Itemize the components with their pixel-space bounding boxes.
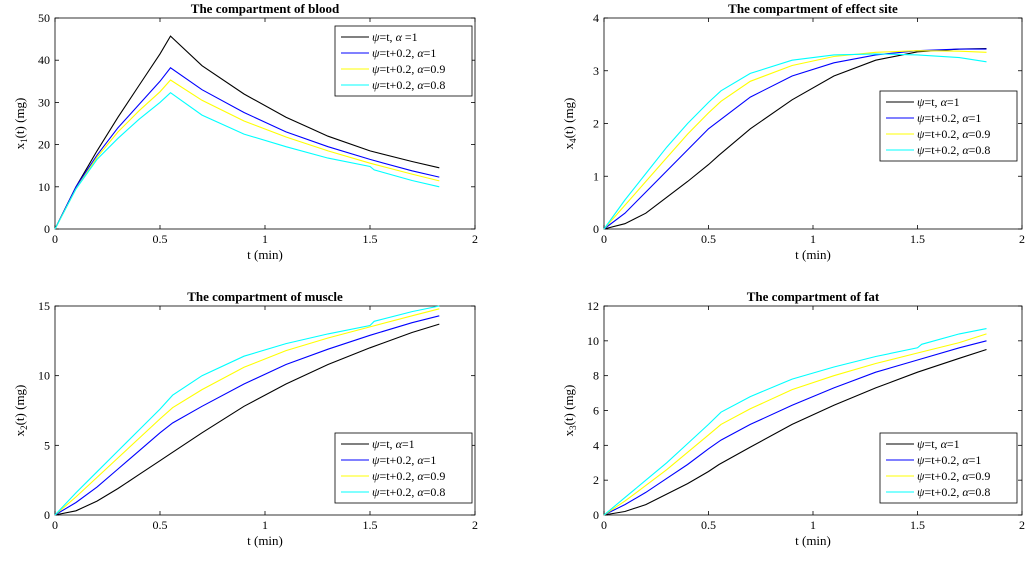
chart-title: The compartment of fat: [747, 289, 880, 304]
x-tick-label: 0.5: [153, 232, 168, 246]
y-tick-label: 4: [593, 438, 599, 452]
legend-label: ψ=t+0.2, α=1: [917, 453, 981, 467]
legend-label: ψ=t, α=1: [372, 437, 415, 451]
series-line-3: [54, 308, 440, 516]
x-tick-label: 1.5: [910, 232, 925, 246]
y-axis-label: x2(t) (mg): [12, 385, 29, 437]
y-tick-label: 4: [593, 11, 599, 25]
y-tick-label: 0: [44, 508, 50, 522]
series-line-1: [603, 48, 987, 230]
chart-panel-4: The compartment of fat 0 0.5 1 1.5 2 0 2 4 6 8 10 12…: [561, 289, 1025, 548]
y-tick-label: 2: [593, 117, 599, 131]
series-line-2: [603, 340, 987, 516]
legend-label: ψ=t+0.2, α=0.9: [372, 469, 445, 483]
x-tick-label: 1: [810, 518, 816, 532]
y-tick-label: 6: [593, 404, 599, 418]
x-tick-label: 0: [52, 232, 58, 246]
series-line-3: [603, 50, 987, 230]
x-tick-label: 1.5: [363, 518, 378, 532]
legend-box: [334, 25, 473, 97]
y-tick-label: 12: [587, 299, 599, 313]
legend-box: [879, 90, 1018, 162]
legend-label: ψ=t+0.2, α=1: [917, 111, 981, 125]
x-tick-label: 0.5: [701, 518, 716, 532]
x-tick-label: 1.5: [363, 232, 378, 246]
legend: ψ=t, α=1 ψ=t+0.2, α=1 ψ=t+0.2, α=0.9 ψ=t+0.…: [879, 432, 1018, 504]
x-axis-label: t (min): [247, 247, 283, 262]
legend-box: [879, 432, 1018, 504]
y-tick-label: 1: [593, 169, 599, 183]
x-tick-label: 1: [810, 232, 816, 246]
y-tick-label: 20: [38, 138, 50, 152]
y-axis-label: x1(t) (mg): [12, 98, 29, 150]
x-axis-label: t (min): [795, 533, 831, 548]
legend-label: ψ=t, α=1: [917, 95, 960, 109]
x-tick-label: 2: [1019, 232, 1025, 246]
x-tick-label: 0: [52, 518, 58, 532]
series-line-2: [54, 315, 440, 516]
x-tick-label: 0.5: [153, 518, 168, 532]
x-tick-label: 2: [472, 518, 478, 532]
y-tick-label: 3: [593, 64, 599, 78]
x-tick-label: 2: [1019, 518, 1025, 532]
y-tick-label: 0: [44, 222, 50, 236]
series-line-4: [54, 305, 440, 516]
y-tick-label: 30: [38, 95, 50, 109]
series-line-4: [603, 53, 987, 230]
legend-label: ψ=t+0.2, α=0.8: [372, 485, 445, 499]
series-line-1: [603, 348, 987, 516]
x-axis-label: t (min): [247, 533, 283, 548]
y-tick-label: 10: [587, 334, 599, 348]
legend: ψ=t, α =1 ψ=t+0.2, α=1 ψ=t+0.2, α=0.9 ψ=t+0…: [334, 25, 473, 97]
legend-label: ψ=t+0.2, α=0.9: [372, 62, 445, 76]
x-tick-label: 0: [601, 232, 607, 246]
x-tick-label: 0: [601, 518, 607, 532]
y-tick-label: 15: [38, 299, 50, 313]
legend-label: ψ=t+0.2, α=1: [372, 46, 436, 60]
series-line-3: [603, 333, 987, 516]
legend-label: ψ=t+0.2, α=1: [372, 453, 436, 467]
y-tick-label: 5: [44, 438, 50, 452]
legend-label: ψ=t+0.2, α=0.9: [917, 127, 990, 141]
series-line-4: [603, 328, 987, 516]
y-tick-label: 8: [593, 369, 599, 383]
legend-label: ψ=t, α=1: [917, 437, 960, 451]
y-axis-label: x4(t) (mg): [561, 98, 578, 150]
chart-panel-2: The compartment of effect site 0 0.5 1 1.5 2 0…: [561, 1, 1025, 262]
x-tick-label: 1: [262, 232, 268, 246]
legend-label: ψ=t, α =1: [372, 30, 418, 44]
x-tick-label: 1.5: [910, 518, 925, 532]
legend-box: [334, 432, 473, 504]
y-tick-label: 50: [38, 11, 50, 25]
series-line-1: [54, 323, 440, 516]
legend: ψ=t, α=1 ψ=t+0.2, α=1 ψ=t+0.2, α=0.9 ψ=t+0.…: [334, 432, 473, 504]
chart-title: The compartment of blood: [191, 1, 340, 16]
legend-label: ψ=t+0.2, α=0.8: [372, 78, 445, 92]
chart-title: The compartment of effect site: [728, 1, 898, 16]
y-tick-label: 0: [593, 222, 599, 236]
y-tick-label: 10: [38, 369, 50, 383]
legend-label: ψ=t+0.2, α=0.8: [917, 143, 990, 157]
y-tick-label: 10: [38, 180, 50, 194]
x-tick-label: 2: [472, 232, 478, 246]
y-tick-label: 2: [593, 473, 599, 487]
series-line-4: [54, 91, 440, 230]
chart-panel-3: The compartment of muscle 0 0.5 1 1.5 2 0 5 10 15…: [12, 289, 478, 548]
legend: ψ=t, α=1 ψ=t+0.2, α=1 ψ=t+0.2, α=0.9 ψ=t+0.…: [879, 90, 1018, 162]
series-line-1: [54, 35, 440, 230]
series-line-2: [54, 67, 440, 230]
x-tick-label: 0.5: [701, 232, 716, 246]
x-axis-label: t (min): [795, 247, 831, 262]
legend-label: ψ=t+0.2, α=0.9: [917, 469, 990, 483]
x-tick-label: 1: [262, 518, 268, 532]
y-tick-label: 40: [38, 53, 50, 67]
y-tick-label: 0: [593, 508, 599, 522]
legend-label: ψ=t+0.2, α=0.8: [917, 485, 990, 499]
y-axis-label: x3(t) (mg): [561, 385, 578, 437]
chart-title: The compartment of muscle: [187, 289, 343, 304]
series-line-3: [54, 79, 440, 230]
